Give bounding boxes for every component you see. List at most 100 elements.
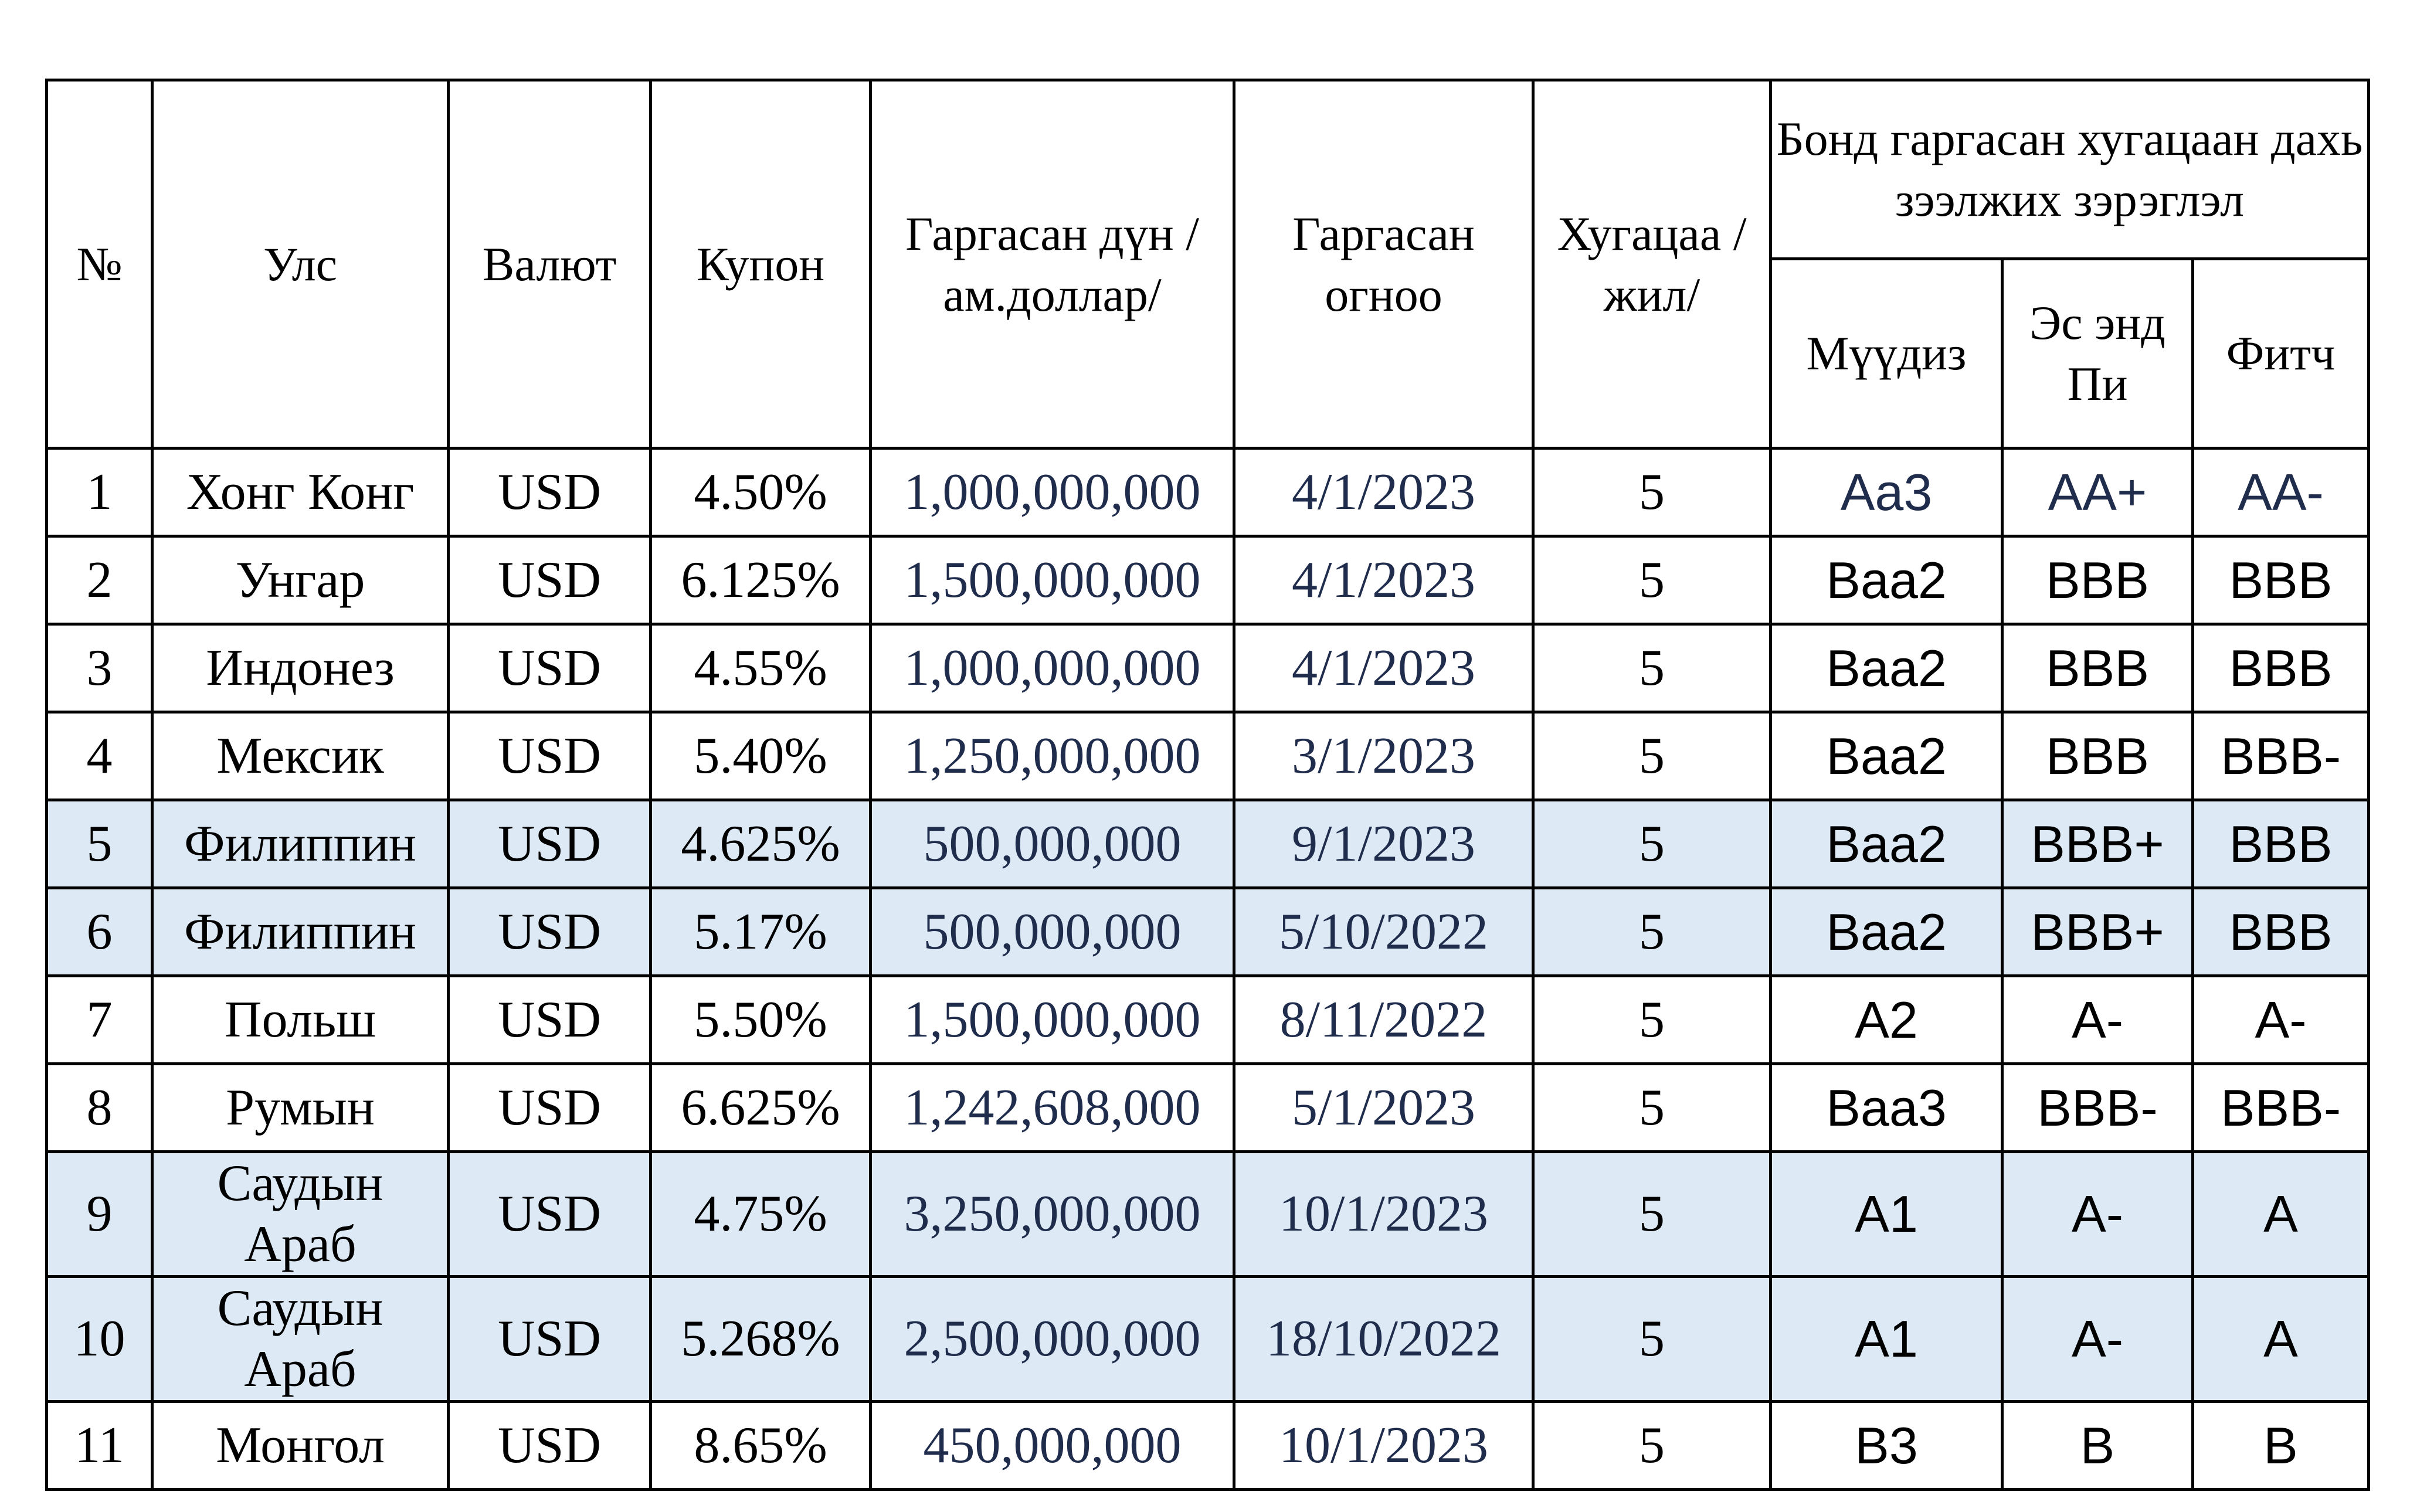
cell-maturity: 5 <box>1532 886 1772 977</box>
cell-currency: USD <box>447 535 652 626</box>
cell-fitch-rating: A <box>2191 1275 2371 1403</box>
cell-issued-amount: 3,250,000,000 <box>869 1150 1235 1278</box>
table-row: 3 Индонез USD 4.55% 1,000,000,000 4/1/2023 5 Ba… <box>45 623 2371 713</box>
cell-sp-rating: BBB+ <box>2001 799 2194 889</box>
cell-fitch-rating: A <box>2191 1150 2371 1278</box>
cell-fitch-rating: BBB <box>2191 886 2371 977</box>
header-issued-amount: Гаргасан дүн /ам.доллар/ <box>869 79 1235 450</box>
cell-maturity: 5 <box>1532 1275 1772 1403</box>
table-row: 4 Мексик USD 5.40% 1,250,000,000 3/1/2023 5 Baa… <box>45 711 2371 801</box>
cell-issue-date: 8/11/2022 <box>1233 974 1535 1065</box>
cell-moodys-rating: Baa2 <box>1769 535 2004 626</box>
cell-country: Саудын Араб <box>151 1150 450 1278</box>
cell-coupon: 6.125% <box>649 535 872 626</box>
cell-maturity: 5 <box>1532 799 1772 889</box>
cell-number: 3 <box>45 623 154 713</box>
cell-coupon: 6.625% <box>649 1062 872 1153</box>
cell-coupon: 4.625% <box>649 799 872 889</box>
cell-moodys-rating: Baa2 <box>1769 886 2004 977</box>
cell-maturity: 5 <box>1532 623 1772 713</box>
cell-coupon: 4.75% <box>649 1150 872 1278</box>
cell-issue-date: 10/1/2023 <box>1233 1400 1535 1491</box>
cell-number: 7 <box>45 974 154 1065</box>
cell-issue-date: 5/10/2022 <box>1233 886 1535 977</box>
cell-fitch-rating: AA- <box>2191 447 2371 538</box>
cell-sp-rating: BBB <box>2001 623 2194 713</box>
table-row: 9 Саудын Араб USD 4.75% 3,250,000,000 10/1/20… <box>45 1150 2371 1278</box>
cell-moodys-rating: B3 <box>1769 1400 2004 1491</box>
cell-number: 11 <box>45 1400 154 1491</box>
bond-issuance-table: № Улс Валют Купон Гаргасан дүн /ам.долла… <box>45 79 2371 1491</box>
cell-number: 4 <box>45 711 154 801</box>
cell-country: Филиппин <box>151 799 450 889</box>
cell-issue-date: 10/1/2023 <box>1233 1150 1535 1278</box>
cell-moodys-rating: Baa3 <box>1769 1062 2004 1153</box>
cell-moodys-rating: Aa3 <box>1769 447 2004 538</box>
cell-issue-date: 4/1/2023 <box>1233 447 1535 538</box>
cell-coupon: 8.65% <box>649 1400 872 1491</box>
cell-coupon: 4.55% <box>649 623 872 713</box>
cell-fitch-rating: BBB- <box>2191 711 2371 801</box>
cell-number: 2 <box>45 535 154 626</box>
cell-fitch-rating: B <box>2191 1400 2371 1491</box>
cell-currency: USD <box>447 447 652 538</box>
header-number: № <box>45 79 154 450</box>
cell-maturity: 5 <box>1532 447 1772 538</box>
cell-issued-amount: 500,000,000 <box>869 886 1235 977</box>
cell-country: Унгар <box>151 535 450 626</box>
cell-currency: USD <box>447 623 652 713</box>
cell-maturity: 5 <box>1532 535 1772 626</box>
cell-country: Филиппин <box>151 886 450 977</box>
cell-fitch-rating: BBB <box>2191 623 2371 713</box>
table-row: 8 Румын USD 6.625% 1,242,608,000 5/1/2023 5 Baa… <box>45 1062 2371 1153</box>
table-row: 1 Хонг Конг USD 4.50% 1,000,000,000 4/1/2023 5… <box>45 447 2371 538</box>
header-currency: Валют <box>447 79 652 450</box>
cell-coupon: 5.17% <box>649 886 872 977</box>
cell-moodys-rating: Baa2 <box>1769 799 2004 889</box>
cell-maturity: 5 <box>1532 711 1772 801</box>
cell-number: 8 <box>45 1062 154 1153</box>
cell-moodys-rating: A1 <box>1769 1275 2004 1403</box>
header-credit-rating-group: Бонд гаргасан хугацаан дахь зээлжих зэрэ… <box>1769 79 2371 260</box>
table-row: 5 Филиппин USD 4.625% 500,000,000 9/1/2023 5 Ba… <box>45 799 2371 889</box>
header-moodys: Мүүдиз <box>1769 257 2004 450</box>
cell-sp-rating: BBB <box>2001 535 2194 626</box>
header-sp: Эс энд Пи <box>2001 257 2194 450</box>
cell-coupon: 5.268% <box>649 1275 872 1403</box>
cell-country: Польш <box>151 974 450 1065</box>
cell-maturity: 5 <box>1532 1400 1772 1491</box>
table-body: 1 Хонг Конг USD 4.50% 1,000,000,000 4/1/2023 5… <box>45 447 2371 1491</box>
table-row: 11 Монгол USD 8.65% 450,000,000 10/1/2023 5 B3 B… <box>45 1400 2371 1491</box>
cell-fitch-rating: A- <box>2191 974 2371 1065</box>
cell-sp-rating: BBB- <box>2001 1062 2194 1153</box>
cell-issue-date: 4/1/2023 <box>1233 623 1535 713</box>
header-country: Улс <box>151 79 450 450</box>
cell-moodys-rating: A2 <box>1769 974 2004 1065</box>
cell-sp-rating: BBB <box>2001 711 2194 801</box>
cell-issue-date: 9/1/2023 <box>1233 799 1535 889</box>
table-row: 6 Филиппин USD 5.17% 500,000,000 5/10/2022 5 Ba… <box>45 886 2371 977</box>
cell-sp-rating: A- <box>2001 1150 2194 1278</box>
cell-currency: USD <box>447 711 652 801</box>
cell-maturity: 5 <box>1532 974 1772 1065</box>
header-subrow: Мүүдиз Эс энд Пи Фитч <box>47 257 2371 450</box>
cell-country: Мексик <box>151 711 450 801</box>
cell-currency: USD <box>447 1062 652 1153</box>
cell-country: Индонез <box>151 623 450 713</box>
cell-number: 5 <box>45 799 154 889</box>
table-row: 7 Польш USD 5.50% 1,500,000,000 8/11/2022 5 A2 A… <box>45 974 2371 1065</box>
cell-issued-amount: 2,500,000,000 <box>869 1275 1235 1403</box>
cell-country: Саудын Араб <box>151 1275 450 1403</box>
cell-coupon: 5.50% <box>649 974 872 1065</box>
cell-issued-amount: 1,000,000,000 <box>869 447 1235 538</box>
cell-sp-rating: B <box>2001 1400 2194 1491</box>
cell-moodys-rating: Baa2 <box>1769 623 2004 713</box>
cell-issued-amount: 1,500,000,000 <box>869 974 1235 1065</box>
cell-issue-date: 3/1/2023 <box>1233 711 1535 801</box>
cell-sp-rating: A- <box>2001 974 2194 1065</box>
header-coupon: Купон <box>649 79 872 450</box>
header-fitch: Фитч <box>2191 257 2371 450</box>
table-row: 2 Унгар USD 6.125% 1,500,000,000 4/1/2023 5 Baa… <box>45 535 2371 626</box>
cell-issued-amount: 500,000,000 <box>869 799 1235 889</box>
cell-currency: USD <box>447 1150 652 1278</box>
